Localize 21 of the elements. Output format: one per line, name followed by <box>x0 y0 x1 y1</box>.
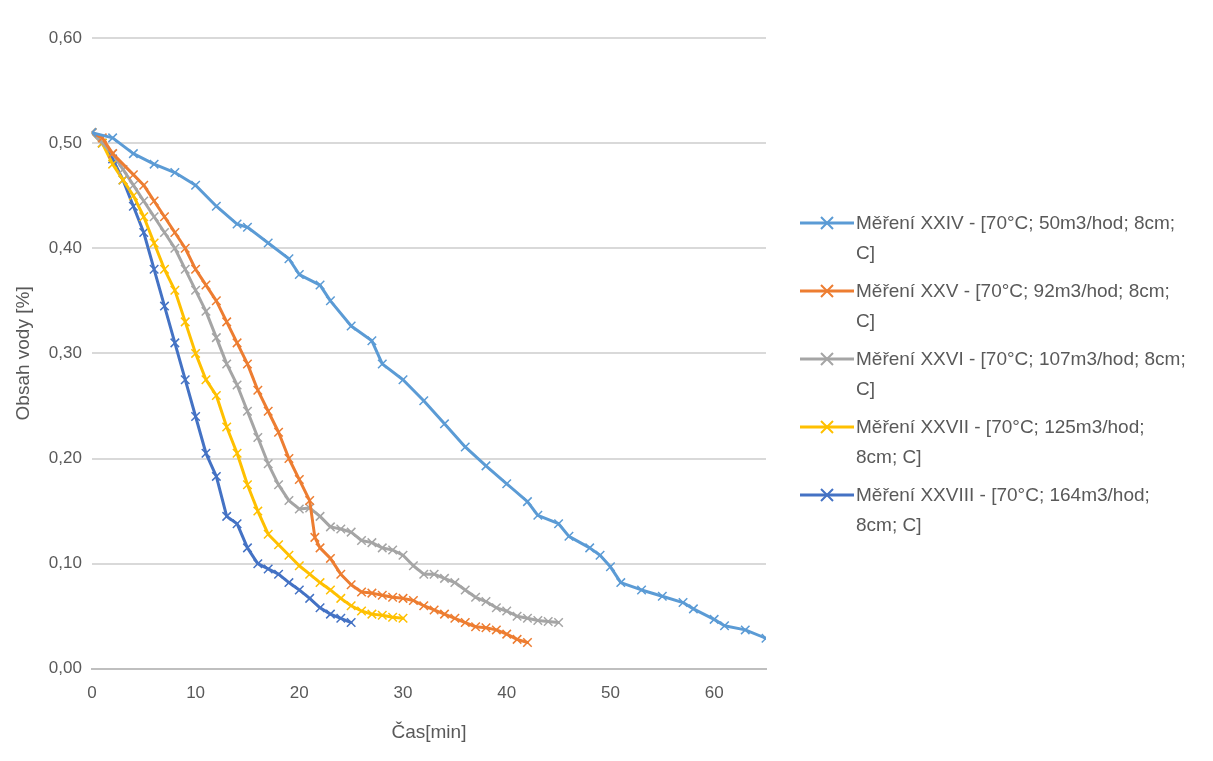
legend-label: Měření XXVIII - [70°C; 164m3/hod; 8cm; C] <box>856 483 1151 537</box>
x-tick-label: 60 <box>704 682 724 702</box>
y-axis-title: Obsah vody [%] <box>11 286 33 421</box>
y-tick-label: 0,50 <box>48 132 82 152</box>
y-tick-label: 0,00 <box>48 658 82 678</box>
x-tick-label: 40 <box>497 682 517 702</box>
legend-label: Měření XXVII - [70°C; 125m3/hod; 8cm; C] <box>856 415 1146 469</box>
legend-label: Měření XXV - [70°C; 92m3/hod; 8cm; C] <box>856 279 1171 333</box>
x-axis-title: Čas[min] <box>391 720 467 742</box>
x-tick-label: 20 <box>289 682 309 702</box>
legend-label: Měření XXVI - [70°C; 107m3/hod; 8cm; C] <box>856 347 1186 401</box>
y-tick-label: 0,40 <box>48 237 82 257</box>
y-tick-label: 0,60 <box>48 27 82 47</box>
x-tick-label: 50 <box>600 682 620 702</box>
x-tick-label: 10 <box>186 682 206 702</box>
y-tick-label: 0,30 <box>48 343 82 363</box>
y-tick-label: 0,10 <box>48 553 82 573</box>
x-tick-label: 0 <box>87 682 97 702</box>
legend-label: Měření XXIV - [70°C; 50m3/hod; 8cm; C] <box>856 211 1177 265</box>
y-tick-label: 0,20 <box>48 448 82 468</box>
x-tick-label: 30 <box>393 682 413 702</box>
